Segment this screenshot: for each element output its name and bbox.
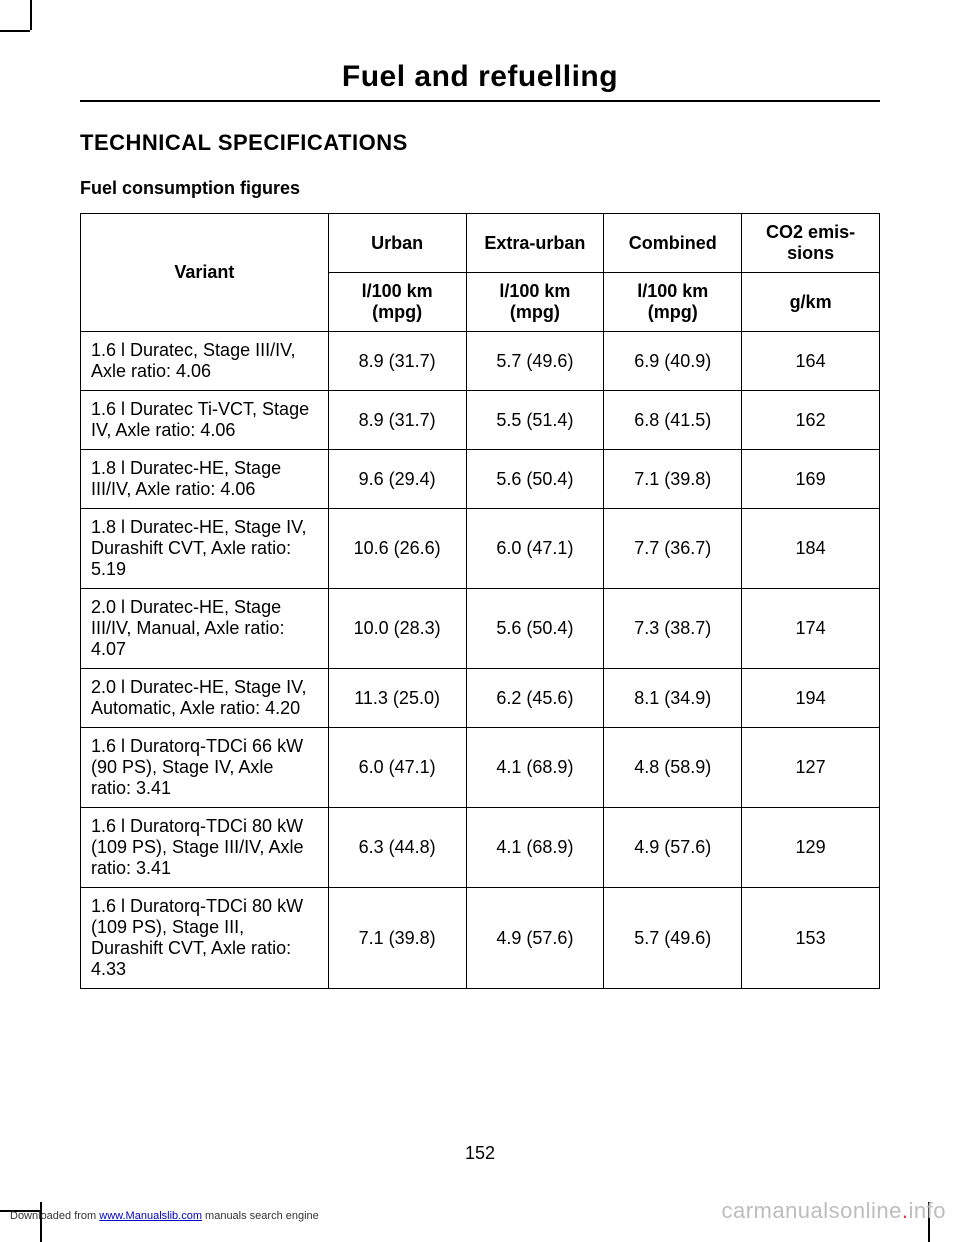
cell-extra: 6.2 (45.6) bbox=[466, 669, 604, 728]
th-unit-urban: l/100 km (mpg) bbox=[328, 273, 466, 332]
table-row: 1.6 l Duratec Ti-VCT, Stage IV, Axle rat… bbox=[81, 391, 880, 450]
table-body: 1.6 l Duratec, Stage III/IV, Axle ratio:… bbox=[81, 332, 880, 989]
th-urban: Urban bbox=[328, 214, 466, 273]
cell-combined: 6.8 (41.5) bbox=[604, 391, 742, 450]
section-heading: TECHNICAL SPECIFICATIONS bbox=[80, 130, 880, 156]
cell-extra: 5.6 (50.4) bbox=[466, 589, 604, 669]
cell-combined: 7.3 (38.7) bbox=[604, 589, 742, 669]
cell-variant: 1.6 l Duratorq-TDCi 66 kW (90 PS), Stage… bbox=[81, 728, 329, 808]
cell-combined: 7.1 (39.8) bbox=[604, 450, 742, 509]
page-content: Fuel and refuelling TECHNICAL SPECIFICAT… bbox=[0, 0, 960, 989]
table-row: 2.0 l Duratec-HE, Stage IV, Automatic, A… bbox=[81, 669, 880, 728]
table-row: 1.8 l Duratec-HE, Stage IV, Durashift CV… bbox=[81, 509, 880, 589]
cell-extra: 5.6 (50.4) bbox=[466, 450, 604, 509]
cell-co2: 162 bbox=[742, 391, 880, 450]
cell-variant: 2.0 l Duratec-HE, Stage IV, Automatic, A… bbox=[81, 669, 329, 728]
sub-heading: Fuel consumption figures bbox=[80, 178, 880, 199]
cell-co2: 164 bbox=[742, 332, 880, 391]
table-row: 1.6 l Duratorq-TDCi 66 kW (90 PS), Stage… bbox=[81, 728, 880, 808]
title-rule bbox=[80, 100, 880, 102]
footer-suffix: manuals search engine bbox=[202, 1210, 319, 1222]
cell-co2: 184 bbox=[742, 509, 880, 589]
cell-combined: 8.1 (34.9) bbox=[604, 669, 742, 728]
watermark-b: info bbox=[909, 1198, 946, 1223]
cell-urban: 8.9 (31.7) bbox=[328, 332, 466, 391]
table-row: 1.8 l Duratec-HE, Stage III/IV, Axle rat… bbox=[81, 450, 880, 509]
th-combined: Combined bbox=[604, 214, 742, 273]
footer-source: Downloaded from www.Manualslib.com manua… bbox=[10, 1210, 319, 1222]
th-unit-combined: l/100 km (mpg) bbox=[604, 273, 742, 332]
table-header: Variant Urban Extra-urban Combined CO2 e… bbox=[81, 214, 880, 332]
watermark-dot: . bbox=[902, 1198, 909, 1223]
footer-watermark: carmanualsonline.info bbox=[721, 1198, 946, 1224]
cell-combined: 4.8 (58.9) bbox=[604, 728, 742, 808]
cell-co2: 194 bbox=[742, 669, 880, 728]
table-row: 1.6 l Duratorq-TDCi 80 kW (109 PS), Stag… bbox=[81, 888, 880, 989]
cell-urban: 10.0 (28.3) bbox=[328, 589, 466, 669]
page-title: Fuel and refuelling bbox=[80, 60, 880, 94]
cell-extra: 5.7 (49.6) bbox=[466, 332, 604, 391]
cell-co2: 153 bbox=[742, 888, 880, 989]
cell-combined: 4.9 (57.6) bbox=[604, 808, 742, 888]
table-row: 1.6 l Duratec, Stage III/IV, Axle ratio:… bbox=[81, 332, 880, 391]
cell-urban: 6.3 (44.8) bbox=[328, 808, 466, 888]
cell-co2: 169 bbox=[742, 450, 880, 509]
cell-combined: 5.7 (49.6) bbox=[604, 888, 742, 989]
th-unit-extra: l/100 km (mpg) bbox=[466, 273, 604, 332]
watermark-a: carmanualsonline bbox=[721, 1198, 901, 1223]
cell-extra: 5.5 (51.4) bbox=[466, 391, 604, 450]
cell-co2: 127 bbox=[742, 728, 880, 808]
crop-mark bbox=[30, 0, 32, 30]
cell-variant: 1.6 l Duratec Ti-VCT, Stage IV, Axle rat… bbox=[81, 391, 329, 450]
table-row: 2.0 l Duratec-HE, Stage III/IV, Manual, … bbox=[81, 589, 880, 669]
th-variant: Variant bbox=[81, 214, 329, 332]
th-co2: CO2 emis-sions bbox=[742, 214, 880, 273]
cell-urban: 10.6 (26.6) bbox=[328, 509, 466, 589]
cell-variant: 1.8 l Duratec-HE, Stage IV, Durashift CV… bbox=[81, 509, 329, 589]
cell-extra: 6.0 (47.1) bbox=[466, 509, 604, 589]
cell-urban: 9.6 (29.4) bbox=[328, 450, 466, 509]
cell-extra: 4.1 (68.9) bbox=[466, 808, 604, 888]
cell-combined: 7.7 (36.7) bbox=[604, 509, 742, 589]
cell-variant: 1.6 l Duratorq-TDCi 80 kW (109 PS), Stag… bbox=[81, 888, 329, 989]
th-unit-co2: g/km bbox=[742, 273, 880, 332]
cell-extra: 4.9 (57.6) bbox=[466, 888, 604, 989]
fuel-consumption-table: Variant Urban Extra-urban Combined CO2 e… bbox=[80, 213, 880, 989]
page-number: 152 bbox=[0, 1143, 960, 1164]
footer-prefix: Downloaded from bbox=[10, 1210, 99, 1222]
cell-urban: 8.9 (31.7) bbox=[328, 391, 466, 450]
cell-co2: 174 bbox=[742, 589, 880, 669]
cell-urban: 6.0 (47.1) bbox=[328, 728, 466, 808]
cell-urban: 7.1 (39.8) bbox=[328, 888, 466, 989]
th-extra-urban: Extra-urban bbox=[466, 214, 604, 273]
cell-co2: 129 bbox=[742, 808, 880, 888]
crop-mark bbox=[40, 1202, 42, 1242]
cell-variant: 1.6 l Duratec, Stage III/IV, Axle ratio:… bbox=[81, 332, 329, 391]
cell-combined: 6.9 (40.9) bbox=[604, 332, 742, 391]
cell-variant: 1.8 l Duratec-HE, Stage III/IV, Axle rat… bbox=[81, 450, 329, 509]
cell-urban: 11.3 (25.0) bbox=[328, 669, 466, 728]
footer-link[interactable]: www.Manualslib.com bbox=[99, 1210, 202, 1222]
table-row: 1.6 l Duratorq-TDCi 80 kW (109 PS), Stag… bbox=[81, 808, 880, 888]
cell-extra: 4.1 (68.9) bbox=[466, 728, 604, 808]
cell-variant: 1.6 l Duratorq-TDCi 80 kW (109 PS), Stag… bbox=[81, 808, 329, 888]
crop-mark bbox=[0, 30, 30, 32]
cell-variant: 2.0 l Duratec-HE, Stage III/IV, Manual, … bbox=[81, 589, 329, 669]
